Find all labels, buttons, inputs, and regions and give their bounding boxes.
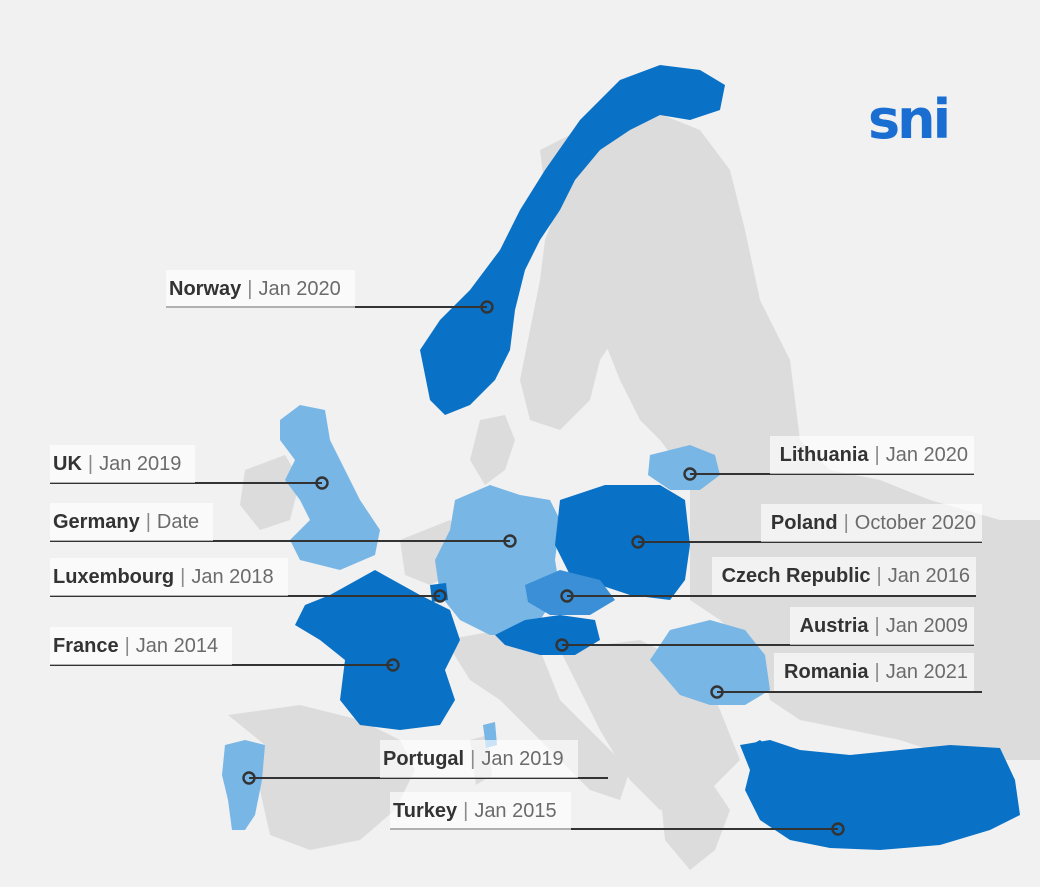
country-date-luxembourg: Jan 2018 bbox=[191, 565, 274, 588]
land-scandinavia-east bbox=[540, 110, 1040, 760]
label-romania[interactable]: Romania | Jan 2021 bbox=[774, 653, 974, 691]
separator: | bbox=[463, 799, 469, 822]
land-ireland bbox=[240, 455, 300, 530]
country-date-france: Jan 2014 bbox=[135, 634, 219, 657]
country-france[interactable] bbox=[295, 570, 460, 730]
separator: | bbox=[874, 443, 880, 466]
sni-logo: sni bbox=[868, 88, 951, 151]
separator: | bbox=[876, 564, 882, 587]
country-name-uk: UK bbox=[53, 452, 82, 475]
separator: | bbox=[470, 747, 476, 770]
label-portugal[interactable]: Portugal | Jan 2019 bbox=[380, 740, 578, 778]
separator: | bbox=[145, 510, 151, 533]
separator: | bbox=[180, 565, 186, 588]
marker-turkey[interactable] bbox=[831, 822, 845, 836]
marker-france[interactable] bbox=[386, 658, 400, 672]
marker-austria[interactable] bbox=[555, 638, 569, 652]
country-uk[interactable] bbox=[280, 405, 380, 570]
country-name-portugal: Portugal bbox=[383, 747, 465, 770]
separator: | bbox=[124, 634, 130, 657]
country-date-austria: Jan 2009 bbox=[885, 614, 968, 637]
country-name-lithuania: Lithuania bbox=[779, 443, 869, 466]
country-name-france: France bbox=[53, 634, 119, 657]
marker-portugal[interactable] bbox=[242, 771, 256, 785]
country-date-norway: Jan 2020 bbox=[258, 277, 341, 300]
country-germany[interactable] bbox=[435, 485, 560, 635]
label-lithuania[interactable]: Lithuania | Jan 2020 bbox=[769, 436, 974, 474]
separator: | bbox=[87, 452, 94, 475]
label-luxembourg[interactable]: Luxembourg | Jan 2018 bbox=[50, 558, 288, 596]
label-czech-republic[interactable]: Czech Republic | Jan 2016 bbox=[711, 557, 976, 595]
country-norway[interactable] bbox=[420, 65, 725, 415]
separator: | bbox=[843, 511, 849, 534]
separator: | bbox=[874, 660, 880, 683]
country-date-portugal: Jan 2019 bbox=[481, 747, 564, 770]
country-turkey-west bbox=[742, 740, 775, 765]
country-date-germany: Date bbox=[156, 510, 200, 533]
land-denmark bbox=[470, 415, 515, 485]
label-uk[interactable]: UK | Jan 2019 bbox=[50, 445, 196, 483]
country-date-poland: October 2020 bbox=[854, 511, 976, 534]
country-name-germany: Germany bbox=[53, 510, 140, 533]
marker-luxembourg[interactable] bbox=[433, 589, 447, 603]
label-poland[interactable]: Poland | October 2020 bbox=[760, 504, 982, 542]
base-land bbox=[228, 110, 1040, 870]
separator: | bbox=[247, 277, 253, 300]
country-poland[interactable] bbox=[555, 485, 690, 600]
label-france[interactable]: France | Jan 2014 bbox=[50, 627, 233, 665]
label-turkey[interactable]: Turkey | Jan 2015 bbox=[390, 792, 571, 830]
country-name-romania: Romania bbox=[784, 660, 869, 683]
label-germany[interactable]: Germany | Date bbox=[50, 503, 214, 541]
marker-norway[interactable] bbox=[480, 300, 494, 314]
separator: | bbox=[874, 614, 880, 637]
country-name-austria: Austria bbox=[799, 614, 869, 637]
country-name-luxembourg: Luxembourg bbox=[53, 565, 175, 588]
country-turkey[interactable] bbox=[740, 740, 1020, 850]
marker-germany[interactable] bbox=[503, 534, 517, 548]
land-sweden bbox=[520, 190, 660, 430]
land-greece bbox=[660, 780, 730, 870]
country-date-turkey: Jan 2015 bbox=[474, 799, 557, 822]
country-romania[interactable] bbox=[650, 620, 770, 705]
marker-poland[interactable] bbox=[631, 535, 645, 549]
country-date-czech: Jan 2016 bbox=[887, 564, 970, 587]
country-name-norway: Norway bbox=[169, 277, 242, 300]
country-name-poland: Poland bbox=[770, 511, 838, 534]
country-lithuania[interactable] bbox=[648, 445, 720, 490]
country-name-czech: Czech Republic bbox=[721, 564, 871, 587]
country-date-uk: Jan 2019 bbox=[99, 452, 182, 475]
marker-czech[interactable] bbox=[560, 589, 574, 603]
country-date-romania: Jan 2021 bbox=[885, 660, 968, 683]
marker-lithuania[interactable] bbox=[683, 467, 697, 481]
leader-lines bbox=[50, 300, 982, 836]
marker-romania[interactable] bbox=[710, 685, 724, 699]
label-austria[interactable]: Austria | Jan 2009 bbox=[789, 607, 974, 645]
country-name-turkey: Turkey bbox=[393, 799, 458, 822]
country-date-lithuania: Jan 2020 bbox=[885, 443, 968, 466]
country-portugal[interactable] bbox=[222, 740, 265, 830]
land-italy bbox=[445, 630, 630, 800]
marker-uk[interactable] bbox=[315, 476, 329, 490]
label-norway[interactable]: Norway | Jan 2020 bbox=[166, 270, 355, 308]
